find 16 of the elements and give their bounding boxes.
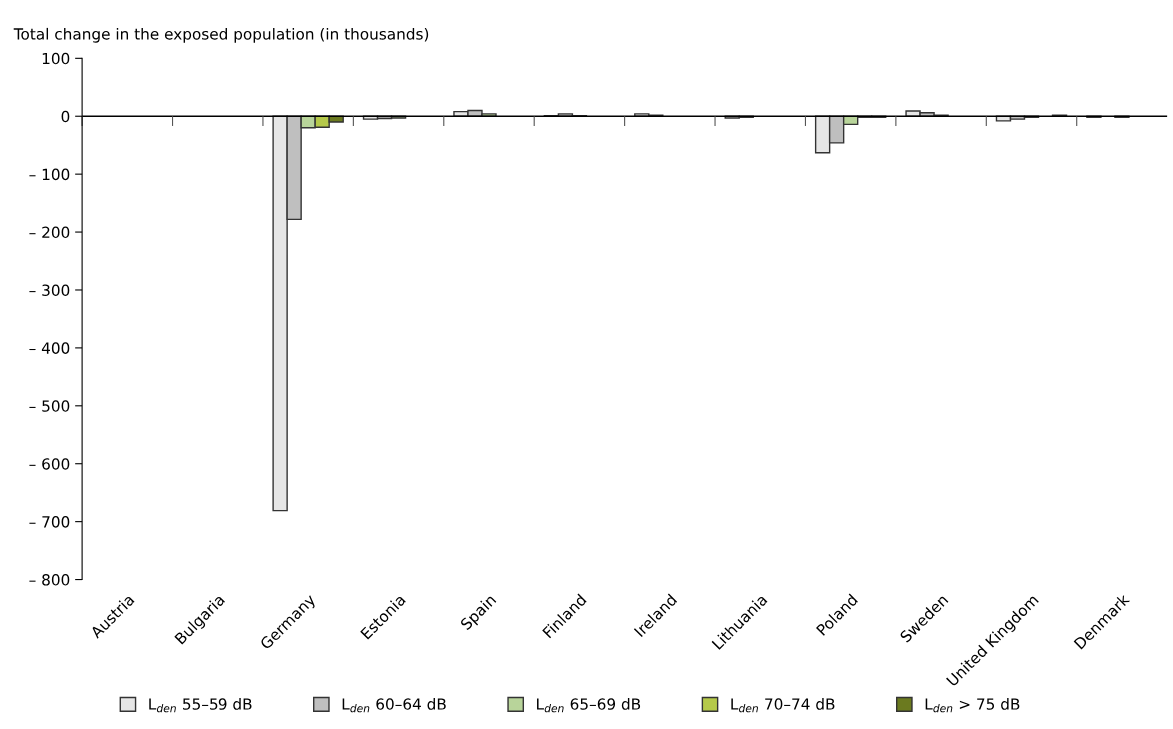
- legend-label: L$_{den}$ > 75 dB: [925, 698, 1020, 713]
- y-tick-label: – 700: [29, 516, 70, 528]
- y-tick-label: – 500: [29, 400, 70, 412]
- y-tick-label: 100: [42, 52, 70, 65]
- y-tick-label: – 800: [29, 574, 70, 586]
- y-axis-title: Total change in the exposed population (in thousands): [13, 27, 429, 43]
- y-tick-label: 0: [61, 110, 70, 123]
- legend-label: L$_{den}$ 60–64 dB: [342, 698, 446, 713]
- legend-label: L$_{den}$ 70–74 dB: [731, 698, 835, 713]
- y-tick-label: – 300: [29, 284, 70, 296]
- legend-label: L$_{den}$ 55–59 dB: [149, 698, 252, 713]
- legend-label: L$_{den}$ 65–69 dB: [537, 698, 641, 713]
- y-tick-label: – 400: [29, 342, 70, 354]
- y-tick-label: – 100: [29, 168, 70, 181]
- y-tick-label: – 600: [29, 458, 70, 470]
- y-tick-label: – 200: [29, 226, 70, 239]
